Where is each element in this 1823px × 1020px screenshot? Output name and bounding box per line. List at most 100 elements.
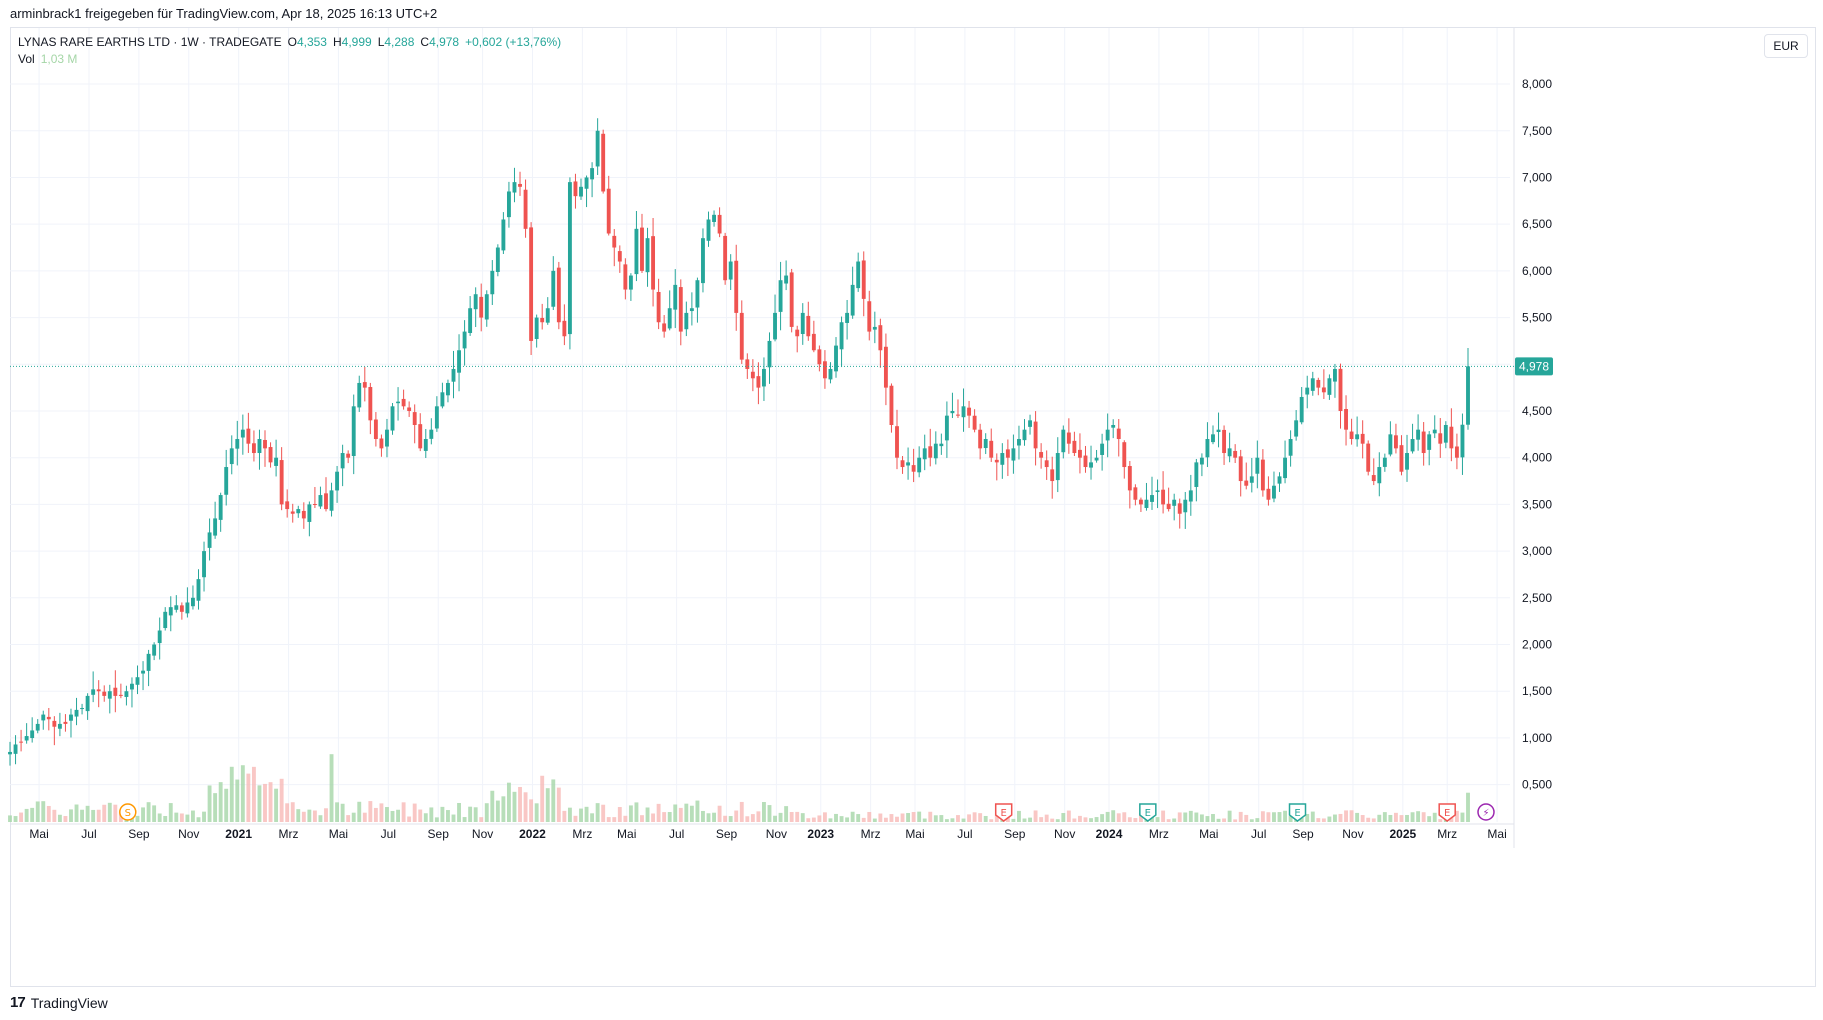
candle-body	[1216, 429, 1221, 432]
candle-body	[1266, 488, 1271, 500]
candle-body	[1183, 499, 1188, 513]
volume-bar	[822, 812, 827, 822]
x-tick-label: Mrz	[1149, 827, 1169, 841]
y-tick-label: 7,000	[1522, 170, 1552, 184]
volume-bar	[396, 809, 401, 822]
volume-bar	[501, 796, 506, 822]
volume-bar	[1094, 817, 1099, 822]
volume-bar	[662, 812, 667, 822]
candle-body	[279, 460, 284, 505]
candle-body	[1454, 446, 1459, 458]
marker-letter: ⚡	[1482, 808, 1489, 819]
volume-bar	[318, 815, 323, 822]
candle-body	[1205, 439, 1210, 458]
candle-body	[473, 294, 478, 310]
volume-bar	[523, 792, 528, 822]
x-tick-label: Jul	[381, 827, 396, 841]
x-tick-label: Mai	[29, 827, 48, 841]
volume-bar	[1260, 811, 1265, 822]
volume-bar	[168, 803, 173, 822]
volume-bar	[301, 811, 306, 822]
candle-body	[584, 177, 589, 189]
candle-body	[1033, 421, 1038, 449]
volume-bar	[994, 815, 999, 822]
candle-body	[1050, 469, 1055, 482]
volume-bar	[800, 813, 805, 822]
candle-body	[1172, 499, 1177, 506]
candle-body	[828, 368, 833, 380]
volume-bar	[1188, 810, 1193, 822]
volume-bar	[285, 803, 290, 822]
volume-bar	[784, 806, 789, 822]
volume-bar	[290, 802, 295, 822]
candle-body	[1377, 467, 1382, 484]
candle-body	[1305, 387, 1310, 395]
volume-bar	[418, 809, 423, 822]
volume-bar	[595, 803, 600, 822]
x-tick-label: 2024	[1096, 827, 1123, 841]
volume-bar	[1066, 810, 1071, 822]
candle-body	[8, 751, 12, 755]
candle-body	[329, 490, 334, 511]
candle-body	[1405, 453, 1409, 470]
volume-bar	[74, 804, 79, 822]
candle-body	[235, 439, 240, 449]
candle-body	[1260, 459, 1265, 491]
candle-body	[196, 579, 201, 601]
candle-body	[1116, 428, 1121, 440]
candle-body	[340, 453, 345, 469]
candle-body	[1211, 434, 1215, 443]
marker-letter: S	[125, 808, 131, 819]
x-tick-label: Nov	[1054, 827, 1075, 841]
candle-body	[728, 261, 733, 280]
volume-bar	[895, 816, 899, 822]
candle-body	[141, 670, 145, 674]
candle-body	[834, 345, 838, 372]
candle-body	[1360, 433, 1365, 444]
candle-body	[983, 439, 988, 449]
volume-bar	[1138, 812, 1143, 822]
volume-bar	[978, 813, 983, 822]
candle-body	[1011, 448, 1016, 461]
volume-bar	[767, 805, 772, 822]
tradingview-logo[interactable]: 17 TradingView	[10, 994, 108, 1011]
volume-bar	[1321, 818, 1326, 822]
candle-body	[351, 406, 356, 457]
candle-body	[1089, 462, 1093, 468]
currency-button[interactable]: EUR	[1764, 34, 1808, 58]
candle-body	[1366, 443, 1371, 472]
candle-body	[933, 443, 938, 459]
candle-body	[1460, 424, 1465, 458]
volume-bar	[1416, 811, 1421, 822]
volume-bar	[850, 811, 855, 822]
volume-bar	[651, 813, 656, 822]
y-tick-label: 7,500	[1522, 124, 1552, 138]
candle-body	[312, 504, 317, 506]
volume-bar	[1405, 814, 1409, 822]
x-tick-label: Sep	[1292, 827, 1314, 841]
candle-body	[994, 459, 999, 463]
candle-body	[634, 228, 639, 275]
candle-body	[1238, 456, 1243, 482]
candle-body	[423, 439, 428, 451]
symbol-name[interactable]: LYNAS RARE EARTHS LTD · 1W · TRADEGATE	[18, 35, 282, 49]
candle-body	[673, 284, 678, 310]
volume-bar	[906, 813, 911, 822]
candle-body	[24, 736, 29, 741]
volume-bar	[1333, 814, 1337, 822]
volume-bar	[63, 816, 68, 822]
volume-bar	[562, 810, 567, 822]
candle-body	[1066, 432, 1071, 444]
candle-body	[944, 415, 949, 441]
volume-bar	[745, 816, 750, 822]
candle-body	[401, 398, 406, 407]
volume-label[interactable]: Vol	[18, 52, 35, 66]
candle-body	[41, 714, 46, 721]
volume-bar	[856, 814, 861, 822]
volume-bar	[174, 812, 179, 822]
volume-bar	[69, 809, 73, 822]
candle-body	[495, 247, 500, 272]
volume-bar	[429, 807, 434, 822]
volume-bar	[556, 787, 561, 822]
